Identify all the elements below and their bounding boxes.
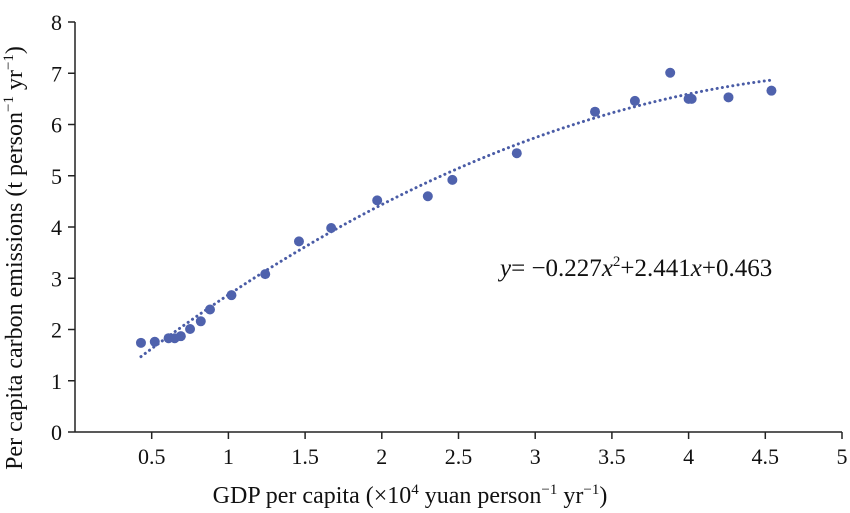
data-point [326, 223, 337, 234]
equation-part: = −0.227 [511, 255, 602, 282]
data-point [723, 92, 734, 103]
data-point [185, 323, 196, 334]
x-axis-title-part: yr [557, 483, 583, 509]
trendline [139, 78, 773, 359]
data-point [590, 106, 601, 117]
y-tick-label: 1 [51, 369, 62, 394]
data-point [204, 304, 215, 315]
x-tick-label: 1.5 [291, 444, 319, 469]
data-point [260, 269, 271, 280]
axes: 0.5 1 1.5 2 2.5 3 3.5 4 4.5 5 0 1 2 3 4 5 6 7 8 [51, 10, 848, 469]
data-point [135, 337, 146, 348]
x-tick-label: 3 [530, 444, 541, 469]
data-point [372, 195, 383, 206]
regression-equation: y= −0.227x2+2.441x+0.463 [497, 254, 772, 282]
y-tick-label: 4 [51, 215, 62, 240]
x-axis-title-part: ) [599, 483, 607, 509]
data-point [422, 191, 433, 202]
data-point [665, 67, 676, 78]
x-axis-title: GDP per capita (×104 yuan person−1 yr−1) [213, 482, 608, 509]
data-point [686, 93, 697, 104]
y-tick-label: 3 [51, 266, 62, 291]
x-tick-label: 1 [223, 444, 234, 469]
data-point [175, 331, 186, 342]
data-point [226, 290, 237, 301]
data-point [149, 336, 160, 347]
equation-part: +0.463 [702, 255, 772, 282]
equation-exponent: 2 [613, 254, 621, 270]
x-tick-label: 0.5 [138, 444, 166, 469]
x-ticks: 0.5 1 1.5 2 2.5 3 3.5 4 4.5 5 [138, 432, 848, 469]
x-axis-title-sup: −1 [583, 482, 599, 498]
equation-x: x [690, 255, 702, 282]
x-axis-title-sup: 4 [411, 482, 419, 498]
x-tick-label: 5 [837, 444, 848, 469]
x-tick-label: 4.5 [752, 444, 780, 469]
x-tick-label: 2 [376, 444, 387, 469]
y-tick-label: 6 [51, 113, 62, 138]
equation-part: +2.441 [620, 255, 690, 282]
y-axis-title-part: ) [2, 46, 28, 54]
equation-y: y [497, 255, 512, 282]
trendline-group [139, 78, 773, 359]
y-axis-title-sup: −1 [1, 54, 17, 70]
data-point [511, 148, 522, 159]
y-tick-label: 8 [51, 10, 62, 35]
y-axis-title-part: yr [2, 70, 28, 96]
x-axis-title-part: yuan person [419, 483, 542, 509]
y-tick-label: 7 [51, 61, 62, 86]
data-points [135, 67, 777, 348]
data-point [195, 316, 206, 327]
data-point [447, 174, 458, 185]
equation-x: x [601, 255, 613, 282]
x-tick-label: 2.5 [445, 444, 473, 469]
data-point [766, 85, 777, 96]
y-axis-title-sup: −1 [1, 96, 17, 112]
x-axis-title-sup: −1 [541, 482, 557, 498]
x-tick-label: 3.5 [598, 444, 626, 469]
y-tick-label: 2 [51, 318, 62, 343]
y-tick-label: 0 [51, 420, 62, 445]
y-tick-label: 5 [51, 164, 62, 189]
data-point [293, 236, 304, 247]
y-ticks: 0 1 2 3 4 5 6 7 8 [51, 10, 75, 445]
y-axis-title: Per capita carbon emissions (t person−1 … [1, 46, 28, 470]
data-point [629, 95, 640, 106]
x-tick-label: 4 [683, 444, 694, 469]
y-axis-title-part: Per capita carbon emissions (t person [2, 112, 28, 470]
x-axis-title-part: GDP per capita (×10 [213, 483, 412, 509]
